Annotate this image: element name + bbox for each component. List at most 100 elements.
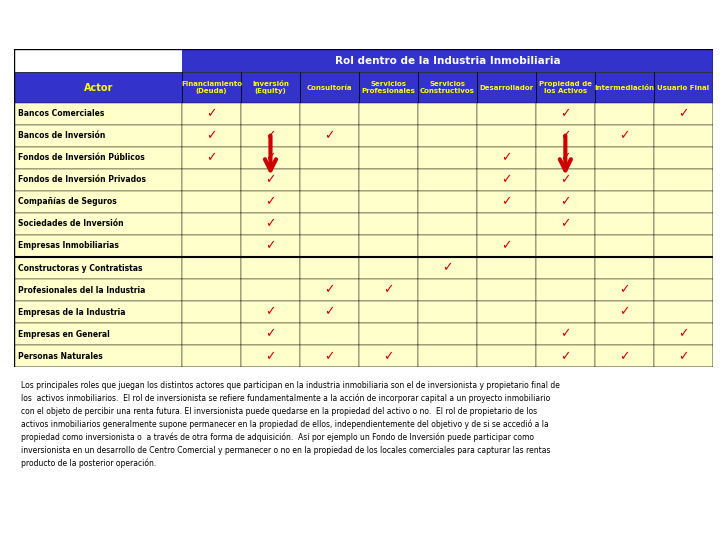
Text: ✓: ✓ bbox=[560, 173, 571, 186]
FancyBboxPatch shape bbox=[595, 235, 654, 257]
FancyBboxPatch shape bbox=[418, 235, 477, 257]
FancyBboxPatch shape bbox=[14, 147, 182, 169]
FancyBboxPatch shape bbox=[595, 301, 654, 323]
Text: ✓: ✓ bbox=[206, 151, 217, 164]
Text: Propiedad de
los Activos: Propiedad de los Activos bbox=[539, 81, 592, 94]
Text: Industria Inmobiliaria:   Actores y Roles: Industria Inmobiliaria: Actores y Roles bbox=[160, 10, 560, 28]
FancyBboxPatch shape bbox=[595, 345, 654, 367]
FancyBboxPatch shape bbox=[654, 323, 713, 345]
FancyBboxPatch shape bbox=[418, 191, 477, 213]
Text: ✓: ✓ bbox=[560, 195, 571, 208]
FancyBboxPatch shape bbox=[14, 301, 182, 323]
Text: ✓: ✓ bbox=[265, 328, 276, 341]
Text: Bancos Comerciales: Bancos Comerciales bbox=[18, 109, 104, 118]
FancyBboxPatch shape bbox=[477, 169, 536, 191]
Text: ✓: ✓ bbox=[206, 107, 217, 120]
FancyBboxPatch shape bbox=[182, 235, 241, 257]
FancyBboxPatch shape bbox=[14, 345, 182, 367]
Text: Desarrollador: Desarrollador bbox=[480, 85, 534, 91]
Text: ✓: ✓ bbox=[678, 328, 688, 341]
FancyBboxPatch shape bbox=[14, 169, 182, 191]
FancyBboxPatch shape bbox=[241, 72, 300, 103]
Text: Consultoría: Consultoría bbox=[307, 85, 352, 91]
FancyBboxPatch shape bbox=[595, 72, 654, 103]
Text: Compañías de Seguros: Compañías de Seguros bbox=[18, 198, 117, 206]
FancyBboxPatch shape bbox=[300, 72, 359, 103]
FancyBboxPatch shape bbox=[14, 191, 182, 213]
FancyBboxPatch shape bbox=[182, 301, 241, 323]
FancyBboxPatch shape bbox=[14, 213, 182, 235]
FancyBboxPatch shape bbox=[359, 103, 418, 125]
FancyBboxPatch shape bbox=[654, 235, 713, 257]
Text: Rol dentro de la Industria Inmobiliaria: Rol dentro de la Industria Inmobiliaria bbox=[335, 56, 560, 65]
FancyBboxPatch shape bbox=[477, 279, 536, 301]
Text: ✓: ✓ bbox=[383, 350, 394, 363]
FancyBboxPatch shape bbox=[241, 125, 300, 147]
FancyBboxPatch shape bbox=[654, 147, 713, 169]
FancyBboxPatch shape bbox=[14, 235, 182, 257]
FancyBboxPatch shape bbox=[654, 345, 713, 367]
FancyBboxPatch shape bbox=[477, 147, 536, 169]
FancyBboxPatch shape bbox=[359, 147, 418, 169]
FancyBboxPatch shape bbox=[418, 301, 477, 323]
FancyBboxPatch shape bbox=[241, 213, 300, 235]
FancyBboxPatch shape bbox=[241, 169, 300, 191]
FancyBboxPatch shape bbox=[359, 345, 418, 367]
FancyBboxPatch shape bbox=[241, 235, 300, 257]
Text: Fondos de Inversión Públicos: Fondos de Inversión Públicos bbox=[18, 153, 145, 163]
Text: Los principales roles que juegan los distintos actores que participan en la indu: Los principales roles que juegan los dis… bbox=[22, 381, 560, 468]
Text: ✓: ✓ bbox=[619, 129, 629, 143]
FancyBboxPatch shape bbox=[477, 191, 536, 213]
FancyBboxPatch shape bbox=[14, 257, 182, 279]
FancyBboxPatch shape bbox=[359, 323, 418, 345]
Text: ✓: ✓ bbox=[501, 173, 512, 186]
Text: ✓: ✓ bbox=[324, 306, 335, 319]
Text: ✓: ✓ bbox=[265, 218, 276, 231]
FancyBboxPatch shape bbox=[536, 235, 595, 257]
Text: ✓: ✓ bbox=[265, 129, 276, 143]
FancyBboxPatch shape bbox=[241, 301, 300, 323]
FancyBboxPatch shape bbox=[418, 72, 477, 103]
Text: ✓: ✓ bbox=[265, 306, 276, 319]
FancyBboxPatch shape bbox=[418, 345, 477, 367]
FancyBboxPatch shape bbox=[241, 345, 300, 367]
Text: Empresas de la Industria: Empresas de la Industria bbox=[18, 308, 125, 316]
FancyBboxPatch shape bbox=[654, 257, 713, 279]
Text: Empresas Inmobiliarias: Empresas Inmobiliarias bbox=[18, 241, 119, 251]
Text: ✓: ✓ bbox=[560, 129, 571, 143]
Text: Profesionales del la Industria: Profesionales del la Industria bbox=[18, 286, 145, 295]
FancyBboxPatch shape bbox=[359, 257, 418, 279]
Text: Personas Naturales: Personas Naturales bbox=[18, 352, 103, 361]
Text: ✓: ✓ bbox=[265, 195, 276, 208]
Text: ✓: ✓ bbox=[265, 151, 276, 164]
FancyBboxPatch shape bbox=[595, 323, 654, 345]
Text: Usuario Final: Usuario Final bbox=[657, 85, 709, 91]
FancyBboxPatch shape bbox=[300, 147, 359, 169]
FancyBboxPatch shape bbox=[14, 103, 182, 125]
Text: ✓: ✓ bbox=[501, 151, 512, 164]
FancyBboxPatch shape bbox=[182, 323, 241, 345]
FancyBboxPatch shape bbox=[300, 125, 359, 147]
FancyBboxPatch shape bbox=[182, 72, 241, 103]
FancyBboxPatch shape bbox=[536, 147, 595, 169]
Text: ✓: ✓ bbox=[265, 350, 276, 363]
FancyBboxPatch shape bbox=[477, 301, 536, 323]
FancyBboxPatch shape bbox=[477, 125, 536, 147]
FancyBboxPatch shape bbox=[241, 191, 300, 213]
FancyBboxPatch shape bbox=[359, 125, 418, 147]
FancyBboxPatch shape bbox=[477, 235, 536, 257]
FancyBboxPatch shape bbox=[595, 147, 654, 169]
FancyBboxPatch shape bbox=[595, 257, 654, 279]
FancyBboxPatch shape bbox=[359, 235, 418, 257]
FancyBboxPatch shape bbox=[654, 279, 713, 301]
Text: Constructoras y Contratistas: Constructoras y Contratistas bbox=[18, 264, 143, 273]
FancyBboxPatch shape bbox=[300, 279, 359, 301]
FancyBboxPatch shape bbox=[536, 72, 595, 103]
FancyBboxPatch shape bbox=[536, 213, 595, 235]
Text: ✓: ✓ bbox=[501, 195, 512, 208]
FancyBboxPatch shape bbox=[300, 345, 359, 367]
Text: ✓: ✓ bbox=[560, 218, 571, 231]
FancyBboxPatch shape bbox=[477, 103, 536, 125]
FancyBboxPatch shape bbox=[300, 323, 359, 345]
FancyBboxPatch shape bbox=[182, 257, 241, 279]
